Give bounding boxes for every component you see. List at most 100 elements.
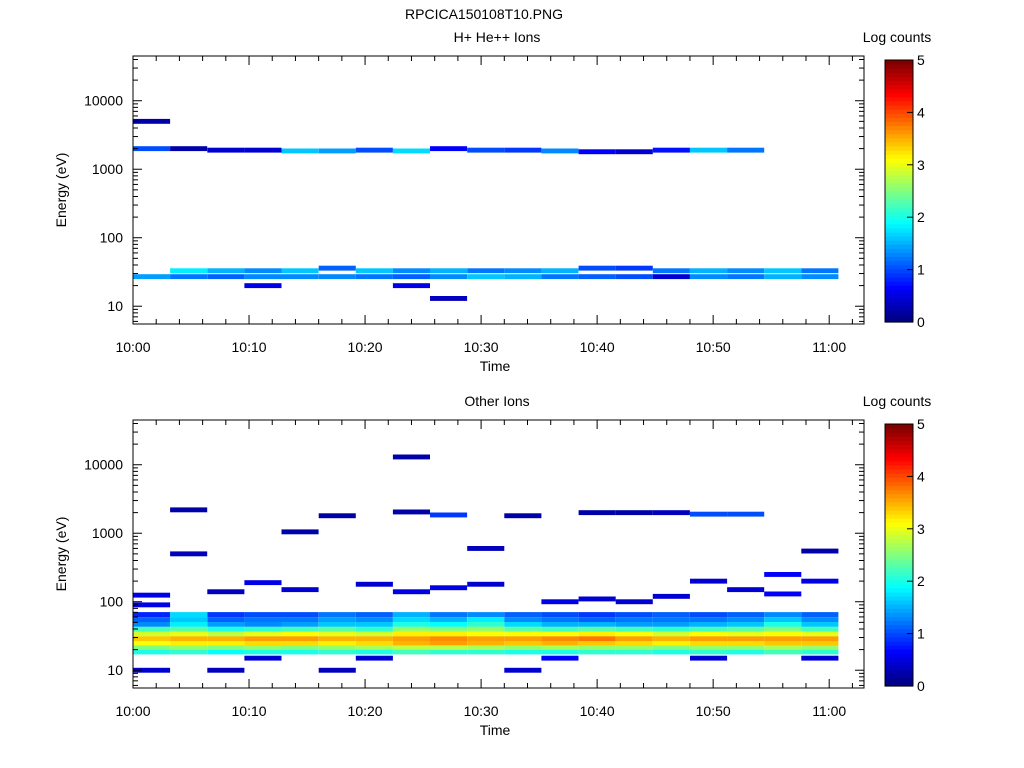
colorbar-segment — [885, 436, 913, 441]
heatmap-cell — [133, 146, 171, 152]
heatmap-cell — [467, 645, 505, 650]
colorbar-segment — [885, 113, 913, 118]
heatmap-cell — [207, 626, 245, 632]
heatmap-cell — [318, 513, 356, 519]
heatmap-cell — [578, 645, 616, 650]
colorbar-segment — [885, 162, 913, 168]
heatmap-cell — [615, 599, 653, 605]
heatmap-cell — [133, 617, 171, 622]
colorbar-segment — [885, 448, 913, 454]
heatmap-cell — [578, 596, 616, 602]
colorbar-segment — [885, 452, 913, 458]
heatmap-cell — [392, 621, 430, 627]
colorbar-segment — [885, 563, 913, 568]
colorbar-segment — [885, 219, 913, 225]
panel-title: Other Ions — [464, 393, 529, 409]
heatmap-cell — [467, 626, 505, 632]
heatmap-cell — [764, 591, 802, 597]
heatmap-cell — [281, 631, 319, 637]
heatmap-cell — [615, 265, 653, 271]
heatmap-cell — [504, 147, 542, 153]
heatmap-cell — [801, 578, 839, 584]
colorbar-segment — [885, 514, 913, 519]
heatmap-cell — [170, 626, 208, 632]
heatmap-cell — [430, 268, 468, 274]
plot-frame — [132, 55, 865, 325]
colorbar-segment — [885, 182, 913, 188]
heatmap-cell — [690, 636, 728, 641]
heatmap-cell — [170, 612, 208, 617]
colorbar-segment — [885, 195, 913, 200]
colorbar-segment — [885, 60, 913, 65]
colorbar-segment — [885, 534, 913, 540]
colorbar-tick-label: 1 — [917, 626, 925, 642]
heatmap-cell — [652, 649, 690, 655]
heatmap-cell — [133, 645, 171, 650]
heatmap-cell — [281, 617, 319, 622]
heatmap-cell — [541, 645, 579, 650]
heatmap-cell — [504, 274, 542, 280]
heatmap-cell — [727, 268, 765, 274]
heatmap-cell — [690, 640, 728, 646]
heatmap-cell — [392, 589, 430, 595]
heatmap-cell — [727, 631, 765, 637]
heatmap-cell — [690, 645, 728, 650]
colorbar-segment — [885, 100, 913, 106]
colorbar-segment — [885, 137, 913, 143]
colorbar-segment — [885, 272, 913, 278]
heatmap-cell — [727, 636, 765, 641]
heatmap-cell — [207, 617, 245, 622]
colorbar-segment — [885, 178, 913, 184]
colorbar-frame — [884, 59, 914, 323]
colorbar-segment — [885, 317, 913, 323]
heatmap-cell — [652, 147, 690, 153]
heatmap-cell — [801, 274, 839, 280]
heatmap-cell — [244, 617, 282, 622]
colorbar-segment — [885, 268, 913, 274]
y-tick-label: 100 — [100, 230, 124, 246]
heatmap-cell — [133, 649, 171, 655]
heatmap-cell — [615, 612, 653, 617]
colorbar-segment — [885, 571, 913, 577]
colorbar-segment — [885, 281, 913, 286]
heatmap-cell — [355, 649, 393, 655]
heatmap-cell — [541, 599, 579, 605]
heatmap-cell — [392, 509, 430, 515]
heatmap-cell — [578, 265, 616, 271]
heatmap-cell — [764, 640, 802, 646]
heatmap-cell — [578, 649, 616, 655]
heatmap-cell — [690, 617, 728, 622]
colorbar-segment — [885, 72, 913, 77]
axes: 10 100 1000 10000 10:00 10:10 10:20 10:30 10:40 1… — [84, 56, 864, 355]
heatmap-cell — [652, 274, 690, 280]
heatmap-cell — [281, 148, 319, 154]
colorbar-segment — [885, 432, 913, 437]
colorbar-tick-label: 0 — [917, 314, 925, 330]
heatmap-cell — [467, 546, 505, 551]
colorbar-segment — [885, 542, 913, 548]
heatmap-cell — [541, 655, 579, 661]
colorbar-segment — [885, 158, 913, 163]
heatmap-cell — [318, 636, 356, 641]
heatmap-cell — [170, 617, 208, 622]
colorbar-tick-label: 4 — [917, 468, 925, 484]
colorbar-segment — [885, 191, 913, 196]
heatmap-cell — [244, 283, 282, 289]
x-tick-label: 10:40 — [580, 339, 615, 355]
heatmap-cell — [318, 640, 356, 646]
heatmap-cell — [355, 274, 393, 280]
heatmap-cell — [578, 631, 616, 637]
colorbar-segment — [885, 223, 913, 229]
colorbar-segment — [885, 293, 913, 299]
colorbar-segment — [885, 117, 913, 122]
heatmap-cell — [355, 147, 393, 153]
heatmap-cell — [207, 640, 245, 646]
y-axis-label: Energy (eV) — [53, 517, 69, 592]
colorbar-segment — [885, 231, 913, 237]
colorbar-segment — [885, 526, 913, 532]
colorbar-segment — [885, 203, 913, 208]
heatmap-cell — [652, 621, 690, 627]
colorbar-segment — [885, 595, 913, 601]
heatmap-cell — [615, 649, 653, 655]
colorbar-segment — [885, 456, 913, 462]
